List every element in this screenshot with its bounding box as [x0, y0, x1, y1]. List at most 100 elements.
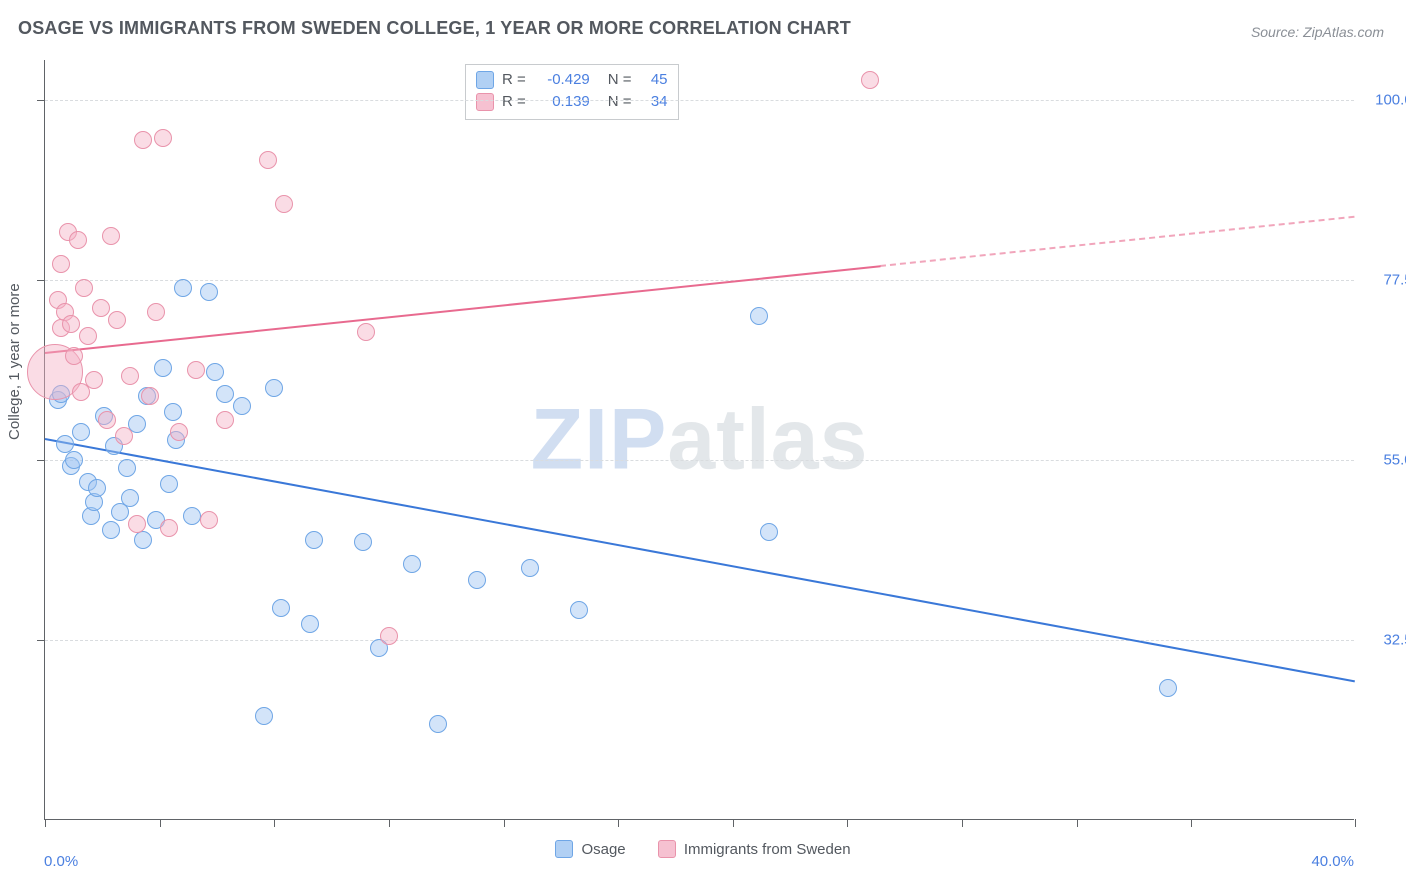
data-point — [174, 279, 192, 297]
r-value-sweden: 0.139 — [534, 91, 590, 113]
stats-legend: R = -0.429 N = 45 R = 0.139 N = 34 — [465, 64, 679, 120]
data-point — [861, 71, 879, 89]
legend-label-sweden: Immigrants from Sweden — [684, 841, 851, 858]
data-point — [160, 475, 178, 493]
n-value-sweden: 34 — [640, 91, 668, 113]
watermark: ZIPatlas — [531, 390, 869, 489]
gridline — [45, 100, 1354, 101]
data-point — [75, 279, 93, 297]
swatch-blue-icon — [555, 840, 573, 858]
data-point — [102, 227, 120, 245]
data-point — [160, 519, 178, 537]
data-point — [429, 715, 447, 733]
data-point — [760, 523, 778, 541]
data-point — [98, 411, 116, 429]
data-point — [255, 707, 273, 725]
swatch-pink-icon — [476, 93, 494, 111]
x-tick — [45, 819, 46, 827]
data-point — [265, 379, 283, 397]
y-tick-label: 100.0% — [1375, 92, 1406, 109]
x-tick — [389, 819, 390, 827]
legend-item-osage: Osage — [555, 840, 625, 858]
watermark-zip: ZIP — [531, 391, 668, 487]
r-label: R = — [502, 69, 526, 91]
data-point — [79, 327, 97, 345]
trend-line — [45, 438, 1355, 682]
data-point — [357, 323, 375, 341]
data-point — [301, 615, 319, 633]
x-tick — [733, 819, 734, 827]
data-point — [206, 363, 224, 381]
gridline — [45, 640, 1354, 641]
data-point — [170, 423, 188, 441]
data-point — [233, 397, 251, 415]
data-point — [354, 533, 372, 551]
data-point — [275, 195, 293, 213]
data-point — [154, 359, 172, 377]
x-tick — [160, 819, 161, 827]
data-point — [403, 555, 421, 573]
data-point — [92, 299, 110, 317]
y-tick — [37, 280, 45, 281]
trend-line — [880, 216, 1355, 267]
data-point — [141, 387, 159, 405]
y-tick — [37, 640, 45, 641]
data-point — [134, 131, 152, 149]
chart-title: OSAGE VS IMMIGRANTS FROM SWEDEN COLLEGE,… — [18, 18, 851, 39]
data-point — [52, 255, 70, 273]
watermark-atlas: atlas — [667, 391, 868, 487]
x-tick — [1077, 819, 1078, 827]
data-point — [750, 307, 768, 325]
data-point — [183, 507, 201, 525]
swatch-pink-icon — [658, 840, 676, 858]
data-point — [121, 367, 139, 385]
data-point — [200, 511, 218, 529]
data-point — [65, 347, 83, 365]
data-point — [305, 531, 323, 549]
y-axis-title: College, 1 year or more — [6, 283, 23, 440]
stats-row-osage: R = -0.429 N = 45 — [476, 69, 668, 91]
data-point — [72, 423, 90, 441]
data-point — [272, 599, 290, 617]
data-point — [200, 283, 218, 301]
source-label: Source: — [1251, 24, 1299, 40]
data-point — [380, 627, 398, 645]
data-point — [570, 601, 588, 619]
stats-row-sweden: R = 0.139 N = 34 — [476, 91, 668, 113]
data-point — [128, 515, 146, 533]
x-tick — [962, 819, 963, 827]
x-tick — [504, 819, 505, 827]
data-point — [164, 403, 182, 421]
plot-area: ZIPatlas R = -0.429 N = 45 R = 0.139 N =… — [44, 60, 1354, 820]
data-point — [216, 385, 234, 403]
x-tick — [1191, 819, 1192, 827]
gridline — [45, 460, 1354, 461]
bottom-legend: Osage Immigrants from Sweden — [0, 840, 1406, 862]
data-point — [56, 435, 74, 453]
r-value-osage: -0.429 — [534, 69, 590, 91]
data-point — [102, 521, 120, 539]
gridline — [45, 280, 1354, 281]
n-label: N = — [608, 69, 632, 91]
data-point — [65, 451, 83, 469]
data-point — [88, 479, 106, 497]
x-tick — [1355, 819, 1356, 827]
r-label: R = — [502, 91, 526, 113]
data-point — [69, 231, 87, 249]
y-tick-label: 32.5% — [1383, 632, 1406, 649]
x-tick — [274, 819, 275, 827]
data-point — [62, 315, 80, 333]
data-point — [216, 411, 234, 429]
data-point — [85, 371, 103, 389]
data-point — [108, 311, 126, 329]
data-point — [147, 303, 165, 321]
data-point — [115, 427, 133, 445]
y-tick — [37, 460, 45, 461]
data-point — [259, 151, 277, 169]
data-point — [121, 489, 139, 507]
x-tick — [618, 819, 619, 827]
legend-label-osage: Osage — [581, 841, 625, 858]
source-name: ZipAtlas.com — [1303, 24, 1384, 40]
data-point — [521, 559, 539, 577]
y-tick — [37, 100, 45, 101]
